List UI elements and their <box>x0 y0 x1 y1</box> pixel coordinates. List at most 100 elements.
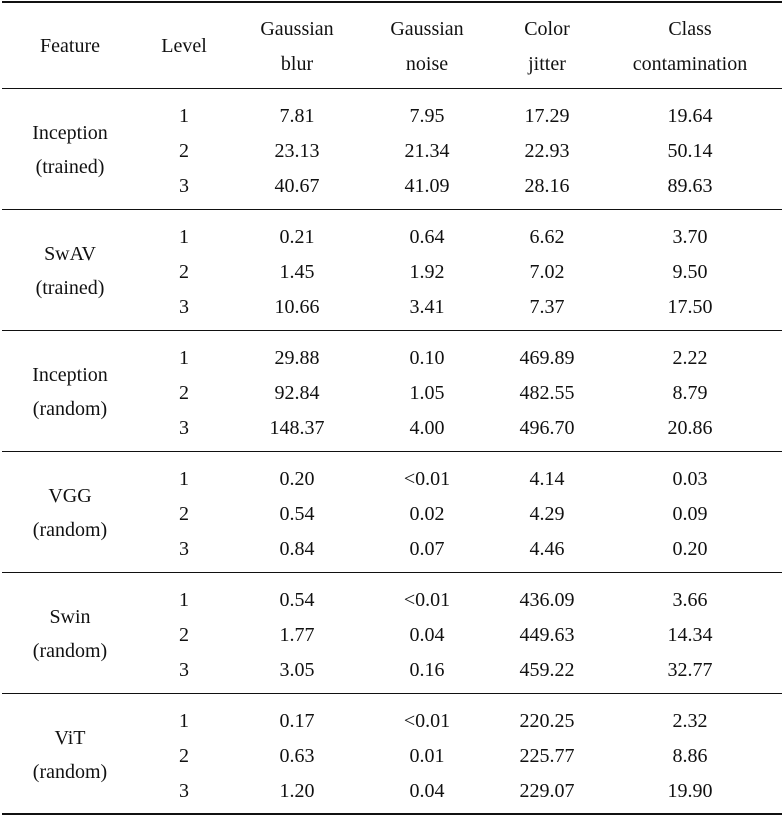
table-cell: 225.77 <box>519 745 575 767</box>
table-cell: 0.10 <box>409 347 445 369</box>
feature-name: SwAV <box>44 243 96 265</box>
table-cell: 50.14 <box>667 140 713 162</box>
table-cell: 1 <box>179 226 189 248</box>
table-cell: 1 <box>179 710 189 732</box>
table-cell: 148.37 <box>269 417 325 439</box>
table-cell: 0.64 <box>409 226 445 248</box>
table-cell: 22.93 <box>524 140 570 162</box>
table-rule <box>2 88 782 89</box>
table-cell: 19.64 <box>667 105 713 127</box>
table-cell: 1.77 <box>279 624 315 646</box>
feature-name: (random) <box>32 640 108 662</box>
table-cell: 21.34 <box>404 140 450 162</box>
table-cell: 1.20 <box>279 780 315 802</box>
table-cell: 0.20 <box>279 468 315 490</box>
table-cell: 7.81 <box>279 105 315 127</box>
table-cell: 2 <box>179 503 189 525</box>
table-cell: <0.01 <box>403 710 451 732</box>
column-header: Gaussian <box>390 18 464 40</box>
table-cell: 7.95 <box>409 105 445 127</box>
table-cell: 1 <box>179 347 189 369</box>
table-rule <box>2 451 782 452</box>
table-cell: 2.32 <box>672 710 708 732</box>
table-cell: 1 <box>179 589 189 611</box>
table-cell: 0.63 <box>279 745 315 767</box>
table-cell: 3 <box>179 780 189 802</box>
table-cell: 4.29 <box>529 503 565 525</box>
column-header: contamination <box>632 53 748 75</box>
table-cell: 8.79 <box>672 382 708 404</box>
table-cell: 3.70 <box>672 226 708 248</box>
table-cell: 0.01 <box>409 745 445 767</box>
table-cell: 41.09 <box>404 175 450 197</box>
table-cell: 0.04 <box>409 780 445 802</box>
column-header: Gaussian <box>260 18 334 40</box>
feature-name: (random) <box>32 519 108 541</box>
table-rule <box>2 693 782 694</box>
feature-name: Inception <box>32 122 108 144</box>
table-cell: 92.84 <box>274 382 320 404</box>
table-cell: 3 <box>179 296 189 318</box>
table-cell: 3 <box>179 538 189 560</box>
table-cell: 28.16 <box>524 175 570 197</box>
table-cell: 4.46 <box>529 538 565 560</box>
table-cell: 3.66 <box>672 589 708 611</box>
feature-name: (trained) <box>35 277 105 299</box>
table-cell: 449.63 <box>519 624 575 646</box>
table-rule <box>2 813 782 815</box>
table-cell: 8.86 <box>672 745 708 767</box>
table-cell: 17.29 <box>524 105 570 127</box>
feature-name: (random) <box>32 398 108 420</box>
table-cell: 1.05 <box>409 382 445 404</box>
feature-name: Inception <box>32 364 108 386</box>
table-cell: 0.20 <box>672 538 708 560</box>
table-cell: 3 <box>179 417 189 439</box>
column-header: noise <box>405 53 449 75</box>
table-cell: 459.22 <box>519 659 575 681</box>
table-cell: <0.01 <box>403 468 451 490</box>
table-cell: 1.92 <box>409 261 445 283</box>
table-cell: 10.66 <box>274 296 320 318</box>
table-cell: 220.25 <box>519 710 575 732</box>
column-header: blur <box>280 53 314 75</box>
table-cell: 1 <box>179 105 189 127</box>
table-cell: 469.89 <box>519 347 575 369</box>
table-cell: 14.34 <box>667 624 713 646</box>
table-rule <box>2 1 782 3</box>
table-cell: 2 <box>179 261 189 283</box>
column-header: Color <box>524 18 570 40</box>
table-cell: <0.01 <box>403 589 451 611</box>
table-cell: 2 <box>179 382 189 404</box>
table-cell: 9.50 <box>672 261 708 283</box>
table-cell: 2 <box>179 745 189 767</box>
column-header: jitter <box>528 53 566 75</box>
table-cell: 23.13 <box>274 140 320 162</box>
column-header: Class <box>668 18 712 40</box>
table-cell: 7.02 <box>529 261 565 283</box>
table-cell: 3.05 <box>279 659 315 681</box>
table-cell: 4.14 <box>529 468 565 490</box>
table-cell: 19.90 <box>667 780 713 802</box>
table-cell: 3 <box>179 175 189 197</box>
table-cell: 32.77 <box>667 659 713 681</box>
table-rule <box>2 572 782 573</box>
table-cell: 0.04 <box>409 624 445 646</box>
table-cell: 20.86 <box>667 417 713 439</box>
table-cell: 0.84 <box>279 538 315 560</box>
table-cell: 436.09 <box>519 589 575 611</box>
table-cell: 0.03 <box>672 468 708 490</box>
feature-name: ViT <box>54 727 86 749</box>
table-cell: 0.16 <box>409 659 445 681</box>
table-cell: 1 <box>179 468 189 490</box>
table-cell: 0.17 <box>279 710 315 732</box>
table-cell: 0.54 <box>279 589 315 611</box>
table-cell: 2 <box>179 140 189 162</box>
table-cell: 2.22 <box>672 347 708 369</box>
table-cell: 2 <box>179 624 189 646</box>
table-cell: 0.02 <box>409 503 445 525</box>
table-cell: 89.63 <box>667 175 713 197</box>
table-cell: 29.88 <box>274 347 320 369</box>
table-cell: 496.70 <box>519 417 575 439</box>
table-cell: 0.54 <box>279 503 315 525</box>
